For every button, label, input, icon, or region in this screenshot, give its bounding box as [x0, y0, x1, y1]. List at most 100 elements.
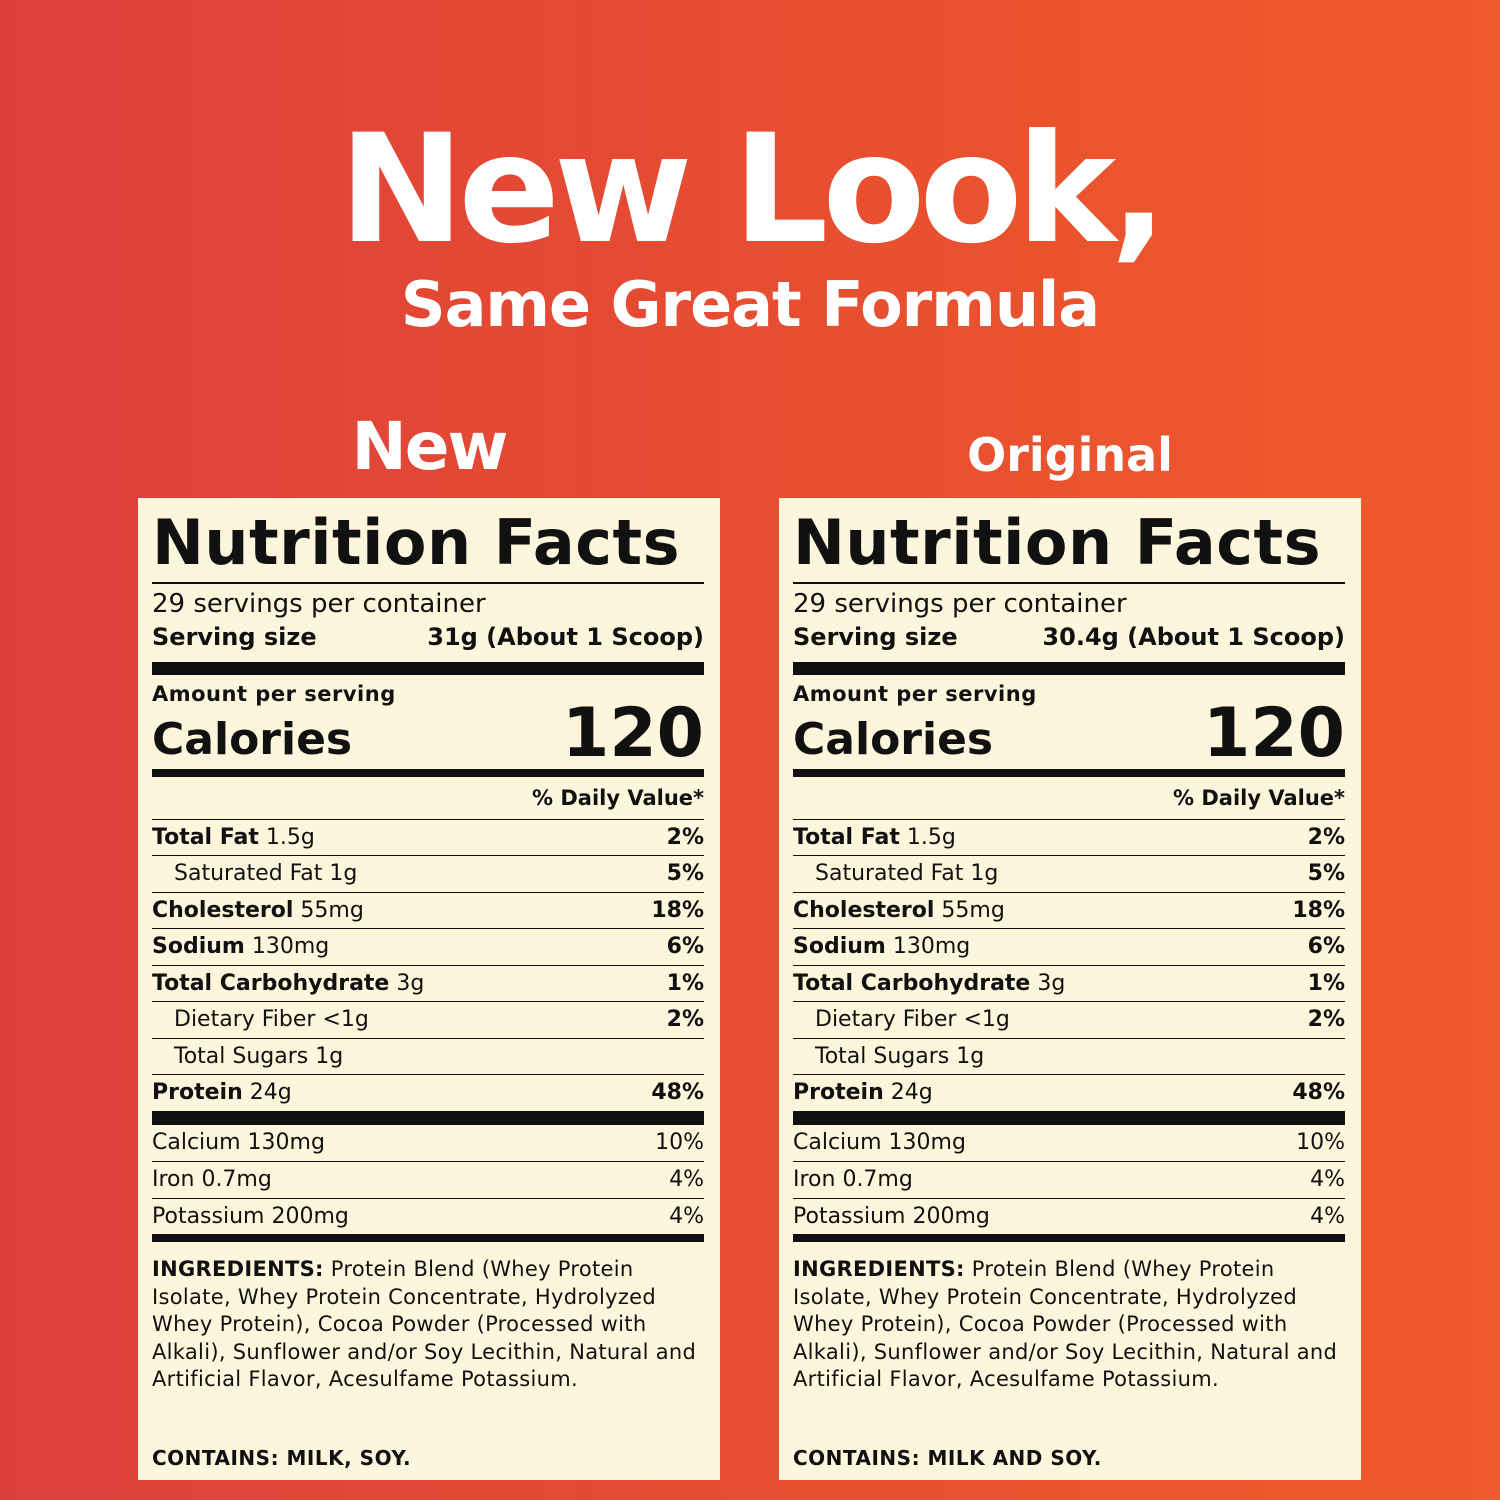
- nutrient: Total Sugars 1g: [174, 1044, 343, 1069]
- mineral-name: Potassium 200mg: [152, 1203, 349, 1229]
- nutrient: Dietary Fiber <1g: [815, 1007, 1010, 1032]
- nutrient-name: Total Carbohydrate: [793, 970, 1031, 996]
- servings: 29 servings per container: [152, 588, 486, 619]
- nutrient-row: Total Sugars 1g: [793, 1037, 1345, 1075]
- nutrient-name: Total Fat: [152, 824, 259, 850]
- nutrient-dv: 2%: [666, 1007, 704, 1033]
- subheadline: Same Great Formula: [400, 268, 1100, 341]
- nutrient-name: Sodium: [793, 934, 886, 960]
- nutrient: Cholesterol 55mg: [152, 898, 364, 923]
- nutrient-row: Dietary Fiber <1g 2%: [793, 1001, 1345, 1038]
- nutrient-name: Total Carbohydrate: [152, 970, 390, 996]
- panel-label: New: [351, 408, 509, 485]
- nutrient: Sodium 130mg: [152, 934, 329, 959]
- nutrient-dv: 2%: [1307, 1007, 1345, 1033]
- mineral-dv: 4%: [669, 1203, 704, 1229]
- nutrient: Total Sugars 1g: [815, 1044, 984, 1069]
- ingredients: INGREDIENTS: Protein Blend (Whey Protein…: [793, 1256, 1345, 1394]
- mineral-row: Calcium 130mg 10%: [793, 1125, 1345, 1162]
- mineral-name: Iron 0.7mg: [793, 1167, 913, 1193]
- calories-value: 120: [562, 693, 704, 773]
- servings: 29 servings per container: [793, 588, 1127, 619]
- thick-bar: [152, 1234, 704, 1242]
- nutrient: Saturated Fat 1g: [174, 861, 357, 886]
- ingredients-label: INGREDIENTS:: [152, 1257, 324, 1281]
- nutrient-amount: <1g: [963, 1007, 1010, 1033]
- thick-bar: [793, 1234, 1345, 1242]
- mineral-dv: 4%: [1310, 1167, 1345, 1193]
- nutrient-row: Cholesterol 55mg 18%: [793, 891, 1345, 929]
- nutrient-dv: 2%: [666, 824, 704, 850]
- thick-bar: [152, 661, 704, 675]
- nutrient-dv: 6%: [1307, 934, 1345, 960]
- nutrient-row: Protein 24g 48%: [793, 1074, 1345, 1111]
- facts-title: Nutrition Facts: [152, 506, 681, 579]
- nutrient-amount: 1g: [329, 861, 358, 887]
- nutrient-dv: 2%: [1307, 824, 1345, 850]
- thick-bar: [793, 768, 1345, 777]
- mineral-row: Iron 0.7mg 4%: [793, 1161, 1345, 1198]
- nutrient-name: Cholesterol: [793, 897, 935, 923]
- serving-size-row: Serving size 30.4g (About 1 Scoop): [793, 620, 1345, 654]
- nutrient-amount: 55mg: [941, 897, 1005, 923]
- mineral-row: Potassium 200mg 4%: [152, 1197, 704, 1235]
- nutrient: Protein 24g: [152, 1080, 292, 1105]
- calories-value: 120: [1203, 693, 1345, 773]
- nutrient: Cholesterol 55mg: [793, 898, 1005, 923]
- nutrient: Saturated Fat 1g: [815, 861, 998, 886]
- nutrient: Sodium 130mg: [793, 934, 970, 959]
- mineral-dv: 10%: [1296, 1130, 1345, 1156]
- mineral-row: Potassium 200mg 4%: [793, 1197, 1345, 1235]
- calories-row: Calories 120: [152, 693, 704, 773]
- nutrient-dv: 1%: [1307, 970, 1345, 996]
- serving-size: 31g (About 1 Scoop): [427, 622, 704, 651]
- serving-size-label: Serving size: [793, 622, 958, 651]
- nutrient-amount: 1.5g: [906, 824, 956, 850]
- nutrient-row: Total Sugars 1g: [152, 1037, 704, 1075]
- nutrient-row: Saturated Fat 1g 5%: [152, 855, 704, 892]
- thick-bar: [152, 768, 704, 777]
- nutrient-amount: 3g: [1037, 970, 1066, 996]
- nutrient-name: Dietary Fiber: [815, 1007, 957, 1033]
- nutrient: Total Fat 1.5g: [152, 825, 315, 850]
- nutrient-name: Total Sugars: [815, 1043, 950, 1069]
- nutrient-amount: 1g: [956, 1043, 985, 1069]
- nutrient-row: Sodium 130mg 6%: [793, 928, 1345, 965]
- dv-header: % Daily Value*: [532, 785, 704, 810]
- nutrient: Total Fat 1.5g: [793, 825, 956, 850]
- nutrient-name: Total Sugars: [174, 1043, 309, 1069]
- nutrient-amount: 1.5g: [265, 824, 315, 850]
- thick-bar: [152, 1110, 704, 1125]
- mineral-name: Potassium 200mg: [793, 1203, 990, 1229]
- amount-label: Amount per serving: [152, 681, 396, 706]
- nutrient-name: Cholesterol: [152, 897, 294, 923]
- nutrient-amount: 55mg: [300, 897, 364, 923]
- dv-header: % Daily Value*: [1173, 785, 1345, 810]
- mineral-row: Calcium 130mg 10%: [152, 1125, 704, 1162]
- nutrient: Protein 24g: [793, 1080, 933, 1105]
- thick-bar: [793, 661, 1345, 675]
- nutrient-row: Protein 24g 48%: [152, 1074, 704, 1111]
- nutrient-name: Total Fat: [793, 824, 900, 850]
- serving-size-label: Serving size: [152, 622, 317, 651]
- nutrient: Total Carbohydrate 3g: [793, 971, 1065, 996]
- nutrient-amount: 24g: [249, 1080, 292, 1106]
- nutrient-row: Total Carbohydrate 3g 1%: [152, 964, 704, 1002]
- nutrient-amount: 24g: [890, 1080, 933, 1106]
- calories-row: Calories 120: [793, 693, 1345, 773]
- panel-label: Original: [967, 428, 1173, 482]
- mineral-name: Calcium 130mg: [152, 1130, 325, 1156]
- nutrient-dv: 18%: [1292, 897, 1345, 923]
- nutrient-dv: 5%: [666, 861, 704, 887]
- nutrient-row: Cholesterol 55mg 18%: [152, 891, 704, 929]
- nutrient-dv: 6%: [666, 934, 704, 960]
- serving-size-row: Serving size 31g (About 1 Scoop): [152, 620, 704, 654]
- ingredients-text: Protein Blend (Whey Protein Isolate, Whe…: [152, 1257, 697, 1391]
- mineral-name: Calcium 130mg: [793, 1130, 966, 1156]
- amount-label: Amount per serving: [793, 681, 1037, 706]
- nutrient-dv: 48%: [651, 1080, 704, 1106]
- nutrient-dv: 1%: [666, 970, 704, 996]
- nutrient-row: Total Carbohydrate 3g 1%: [793, 964, 1345, 1002]
- contains: CONTAINS: MILK, SOY.: [152, 1446, 412, 1470]
